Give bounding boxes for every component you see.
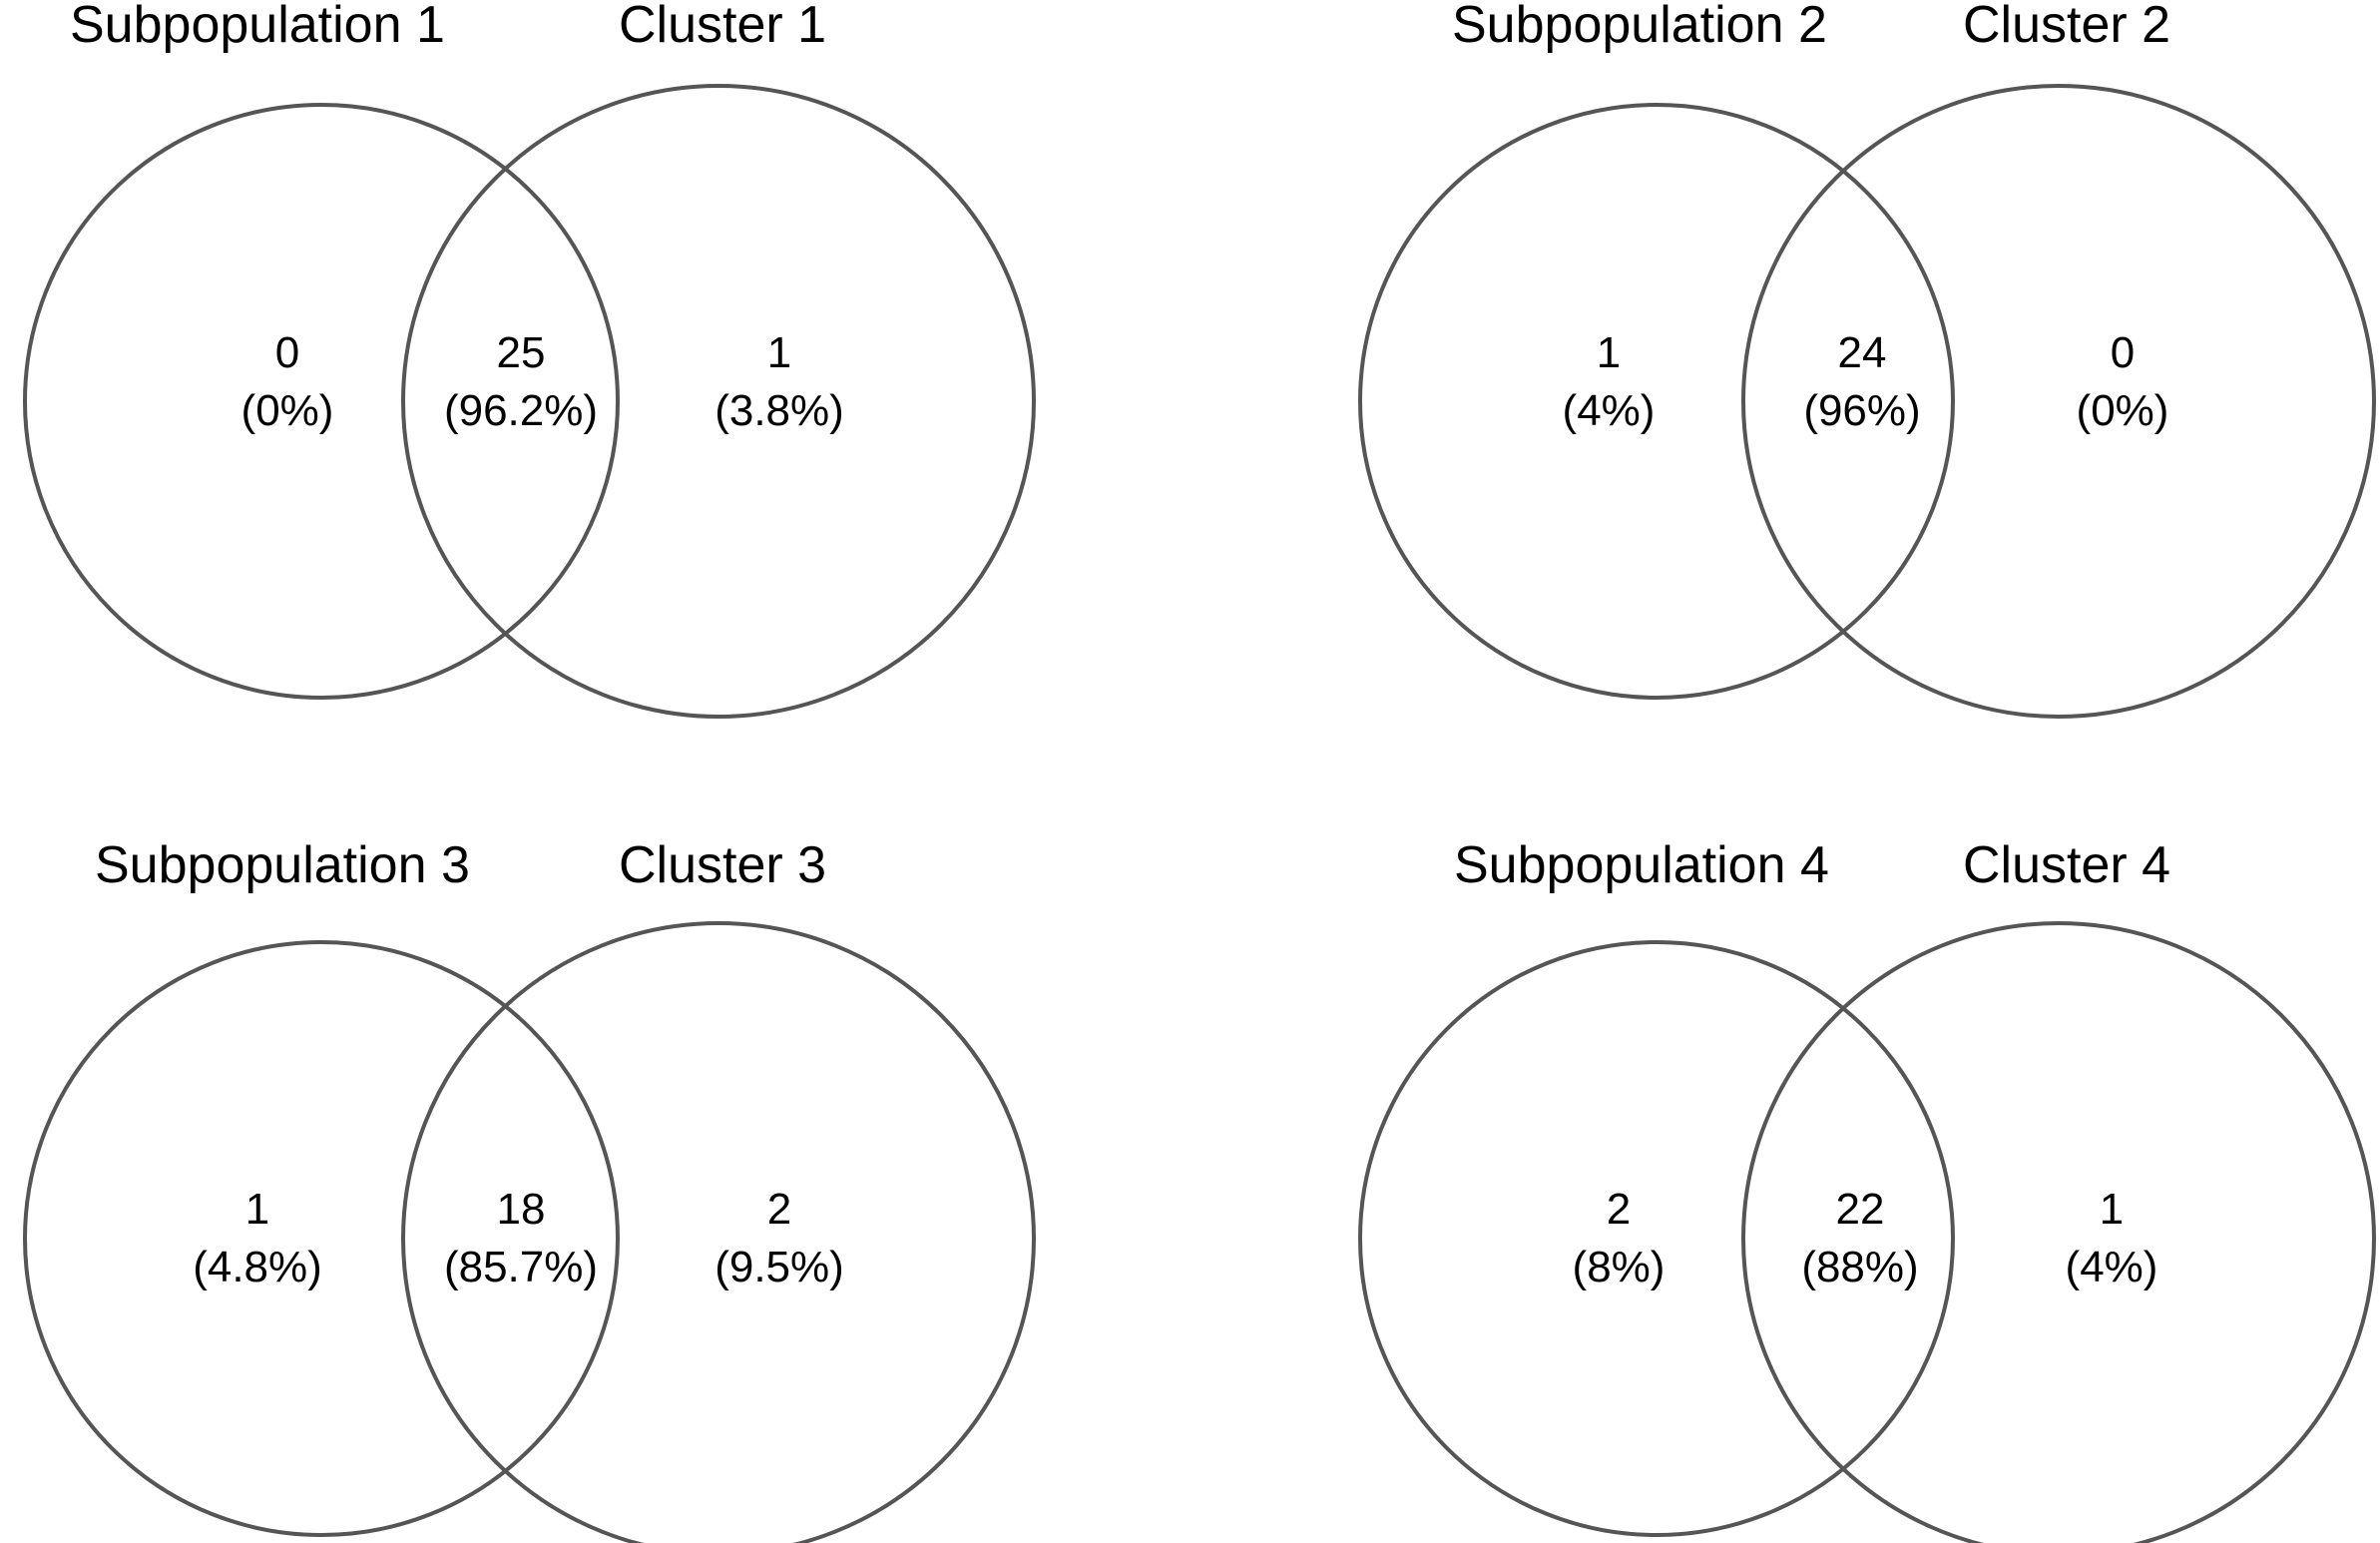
overlap-percent: (88%) <box>1801 1243 1918 1291</box>
overlap-count: 18 <box>497 1185 546 1234</box>
left-set-circle <box>23 103 620 700</box>
right-set-circle <box>1741 921 2376 1543</box>
right-set-circle <box>401 921 1036 1543</box>
left-set-circle <box>1358 103 1955 700</box>
left-only-count: 2 <box>1607 1185 1631 1234</box>
left-only-count: 0 <box>275 328 299 377</box>
left-set-circle <box>23 940 620 1537</box>
right-only-count: 0 <box>2111 328 2135 377</box>
right-only-count: 1 <box>2100 1185 2124 1234</box>
venn-diagram-2: Subpopulation 2 Cluster 2 1 (4%) 24 (96%… <box>1358 0 2376 719</box>
left-only-percent: (0%) <box>241 386 334 435</box>
venn-diagram-1: Subpopulation 1 Cluster 1 0 (0%) 25 (96.… <box>23 0 1036 719</box>
overlap-count: 25 <box>497 328 546 377</box>
overlap-percent: (85.7%) <box>444 1243 598 1291</box>
left-set-label: Subpopulation 1 <box>70 0 445 54</box>
left-only-percent: (4.8%) <box>193 1243 322 1291</box>
left-only-count: 1 <box>245 1185 269 1234</box>
right-set-label: Cluster 4 <box>1963 836 2170 894</box>
right-set-label: Cluster 2 <box>1963 0 2170 54</box>
overlap-percent: (96.2%) <box>444 386 598 435</box>
overlap-count: 22 <box>1836 1185 1885 1234</box>
venn-diagram-4: Subpopulation 4 Cluster 4 2 (8%) 22 (88%… <box>1358 836 2376 1543</box>
left-set-label: Subpopulation 2 <box>1452 0 1827 54</box>
right-set-label: Cluster 3 <box>619 836 826 894</box>
overlap-count: 24 <box>1838 328 1887 377</box>
right-set-circle <box>1741 84 2376 719</box>
venn-diagram-3: Subpopulation 3 Cluster 3 1 (4.8%) 18 (8… <box>23 836 1036 1543</box>
right-set-circle <box>401 84 1036 719</box>
left-set-label: Subpopulation 4 <box>1454 836 1829 894</box>
left-only-count: 1 <box>1597 328 1621 377</box>
overlap-percent: (96%) <box>1803 386 1920 435</box>
right-only-percent: (3.8%) <box>714 386 844 435</box>
left-only-percent: (8%) <box>1573 1243 1666 1291</box>
right-only-percent: (0%) <box>2077 386 2169 435</box>
left-set-label: Subpopulation 3 <box>95 836 470 894</box>
left-set-circle <box>1358 940 1955 1537</box>
right-only-percent: (4%) <box>2066 1243 2158 1291</box>
left-only-percent: (4%) <box>1563 386 1656 435</box>
right-only-percent: (9.5%) <box>714 1243 844 1291</box>
right-set-label: Cluster 1 <box>619 0 826 54</box>
right-only-count: 2 <box>767 1185 791 1234</box>
right-only-count: 1 <box>767 328 791 377</box>
